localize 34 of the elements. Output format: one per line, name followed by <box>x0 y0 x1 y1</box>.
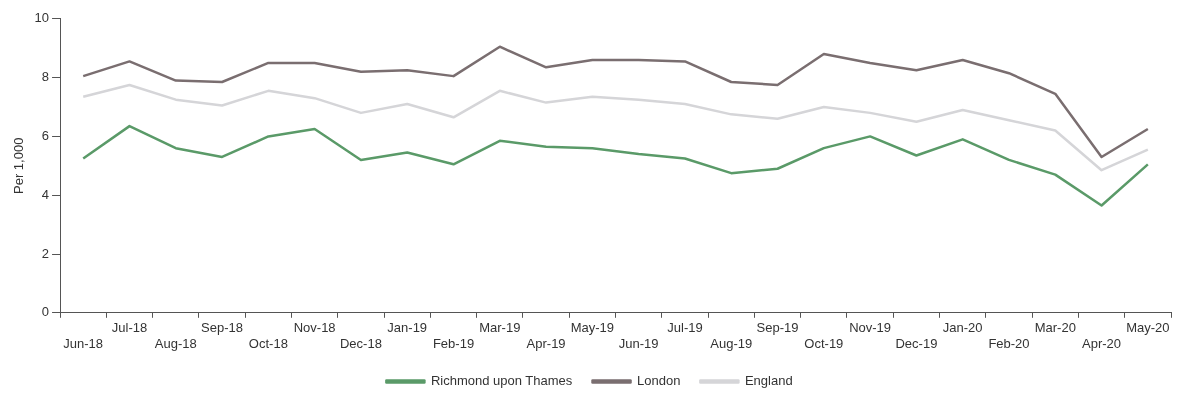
x-tick-label: May-20 <box>1126 320 1170 336</box>
x-tick-label: Jun-18 <box>63 335 104 351</box>
x-tick-label: Nov-18 <box>293 320 336 336</box>
x-tick-label: May-19 <box>570 320 615 336</box>
x-tick-label: Sep-19 <box>756 320 799 336</box>
x-tick-label: Dec-18 <box>339 335 382 351</box>
x-tick-label: Jul-19 <box>667 320 703 336</box>
y-tick-label: 8 <box>41 69 50 85</box>
x-tick-label: Apr-20 <box>1082 335 1122 351</box>
legend-label: London <box>637 373 681 389</box>
y-tick-label: 2 <box>41 245 50 261</box>
y-tick-label: 0 <box>41 304 50 320</box>
x-tick-label: Mar-20 <box>1034 320 1076 336</box>
y-tick-label: 10 <box>34 10 50 26</box>
y-axis-title: Per 1,000 <box>11 137 27 194</box>
x-tick-label: Oct-18 <box>248 335 288 351</box>
x-tick-label: Jul-18 <box>111 320 148 336</box>
x-tick-label: Jun-19 <box>618 335 659 351</box>
x-tick-label: Aug-19 <box>710 335 753 351</box>
x-tick-label: Aug-18 <box>154 335 197 351</box>
legend-label: England <box>744 373 793 389</box>
x-tick-label: Apr-19 <box>526 335 566 351</box>
y-tick-label: 6 <box>41 127 50 143</box>
x-tick-label: Sep-18 <box>201 320 244 336</box>
y-tick-label: 4 <box>41 186 50 202</box>
x-tick-label: Jan-20 <box>942 320 983 336</box>
x-tick-label: Jan-19 <box>387 320 428 336</box>
x-tick-label: Nov-19 <box>849 320 892 336</box>
x-tick-label: Feb-20 <box>988 335 1030 351</box>
x-tick-label: Dec-19 <box>895 335 938 351</box>
x-tick-label: Mar-19 <box>479 320 521 336</box>
legend-label: Richmond upon Thames <box>430 373 573 389</box>
x-tick-label: Feb-19 <box>432 335 475 351</box>
x-tick-label: Oct-19 <box>804 335 844 351</box>
